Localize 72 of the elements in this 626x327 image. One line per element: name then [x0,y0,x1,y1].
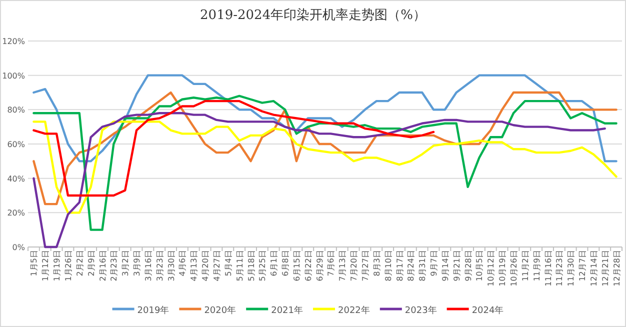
x-tick-label: 3月30日 [166,250,176,282]
line-series [32,100,435,197]
x-tick-label: 8月3日 [372,250,382,276]
x-tick-label: 5月18日 [246,250,256,282]
y-tick-label: 0% [12,243,26,252]
x-tick-label: 1月19日 [52,250,62,282]
x-tick-label: 7月6日 [326,250,336,276]
x-tick-label: 7月20日 [350,250,359,282]
x-tick-label: 8月10日 [384,250,393,282]
x-tick-label: 11月23日 [555,250,564,286]
x-tick-label: 12月7日 [578,250,588,282]
x-tick-label: 8月31日 [418,250,428,282]
x-tick-label: 5月25日 [258,250,268,282]
x-tick-label: 10月5日 [475,250,484,282]
y-tick-label: 40% [7,174,26,184]
legend-label: 2024年 [472,305,504,316]
x-tick-label: 6月8日 [281,250,290,276]
x-tick-label: 7月13日 [338,250,348,282]
x-tick-label: 4月6日 [178,250,188,276]
x-tick-label: 6月22日 [304,250,313,282]
line-series [32,120,618,214]
line-series [32,112,606,248]
x-tick-label: 1月12日 [41,250,50,282]
y-tick-label: 60% [7,140,26,149]
x-tick-label: 10月12日 [486,250,496,286]
x-tick-label: 2月2日 [75,250,84,276]
legend-label: 2021年 [271,305,303,316]
x-tick-label: 11月9日 [532,250,542,282]
x-tick-label: 1月5日 [30,250,39,276]
x-tick-label: 9月14日 [440,250,450,282]
x-tick-label: 10月26日 [509,250,518,286]
x-tick-label: 12月21日 [600,250,610,286]
x-tick-label: 12月28日 [612,250,622,286]
x-tick-label: 5月4日 [224,250,233,276]
x-tick-label: 3月9日 [132,250,142,276]
legend-label: 2023年 [404,305,437,316]
x-tick-label: 2月23日 [110,250,119,282]
legend-label: 2020年 [204,305,236,316]
x-tick-label: 12月14日 [589,250,598,286]
x-tick-label: 6月15日 [292,250,302,282]
x-tick-label: 4月13日 [190,250,199,282]
x-tick-label: 9月21日 [452,250,462,282]
y-tick-label: 100% [2,71,26,80]
line-series [32,94,618,231]
x-tick-label: 10月19日 [498,250,508,286]
x-tick-label: 6月29日 [315,250,324,282]
legend-label: 2019年 [137,305,170,316]
x-tick-label: 11月30日 [566,250,576,286]
x-tick-label: 11月16日 [544,250,553,286]
y-tick-label: 20% [7,208,26,218]
x-tick-label: 2月9日 [86,250,96,276]
line-series [32,91,618,206]
x-tick-label: 7月27日 [360,250,370,282]
x-tick-label: 9月7日 [430,250,439,276]
y-tick-label: 120% [2,37,26,46]
x-tick-label: 4月20日 [201,250,210,282]
chart-title: 2019-2024年印染开机率走势图（%） [200,7,426,23]
x-tick-label: 9月28日 [464,250,473,282]
x-tick-label: 11月2日 [520,250,530,282]
y-tick-label: 80% [7,106,26,115]
line-series [32,74,618,162]
x-tick-label: 2月16日 [98,250,108,282]
x-tick-label: 1月26日 [64,250,73,282]
x-tick-label: 5月11日 [235,250,244,282]
x-tick-label: 3月2日 [121,250,130,276]
x-tick-label: 8月17日 [395,250,404,282]
legend-label: 2022年 [338,305,370,316]
x-tick-label: 8月24日 [406,250,416,282]
x-tick-label: 4月27日 [212,250,222,282]
x-tick-label: 3月23日 [155,250,164,282]
x-tick-label: 6月1日 [270,250,279,276]
x-tick-label: 3月16日 [144,250,153,282]
